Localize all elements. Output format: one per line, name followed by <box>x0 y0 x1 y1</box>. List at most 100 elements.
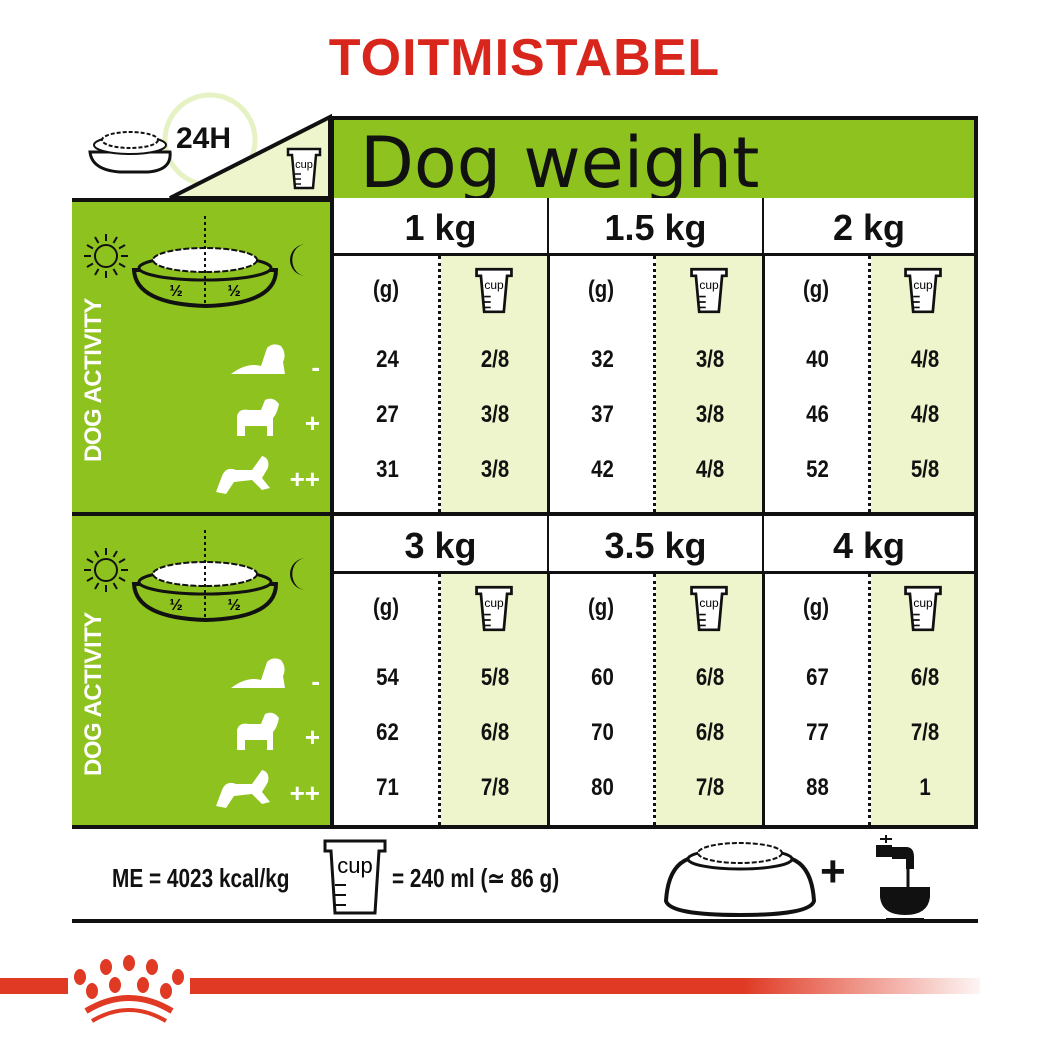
dog-weight-header: Dog weight <box>330 116 978 204</box>
activity-level: + <box>304 408 320 438</box>
weight-header: 3.5 kg <box>549 516 762 574</box>
food-bowl-clock-icon <box>88 92 332 200</box>
grams-column: (g) <box>764 574 871 825</box>
cups-value: 3/8 <box>480 401 510 428</box>
weight-column: (g) cup 3.5 kg 60 6/8 70 6/8 80 7/8 <box>549 516 765 825</box>
grams-header: (g) <box>587 594 615 621</box>
cups-value: 1 <box>919 774 931 801</box>
grams-value: 77 <box>806 719 829 746</box>
grams-value: 32 <box>591 346 614 373</box>
cups-value: 3/8 <box>695 401 725 428</box>
weight-column: (g) cup 1.5 kg 32 3/8 37 3/8 42 4/8 <box>549 198 765 512</box>
svg-text:½: ½ <box>169 597 182 614</box>
grams-header: (g) <box>802 276 830 303</box>
svg-text:½: ½ <box>227 597 240 614</box>
cups-column: cup <box>441 256 547 512</box>
grams-column: (g) <box>334 574 441 825</box>
measuring-cup-icon: cup <box>689 266 729 319</box>
svg-text:cup: cup <box>484 596 504 610</box>
measuring-cup-icon: cup <box>474 584 514 637</box>
grams-value: 40 <box>806 346 829 373</box>
weight-header: 4 kg <box>764 516 974 574</box>
grams-column: (g) <box>549 574 656 825</box>
activity-level: - <box>311 352 320 382</box>
weight-header: 3 kg <box>334 516 547 574</box>
grams-value: 62 <box>376 719 399 746</box>
footer-info: ME = 4023 kcal/kg cup = 240 ml (≃ 86 g) … <box>72 825 978 923</box>
weight-table-block: (g) cup 1 kg 24 2/8 27 3/8 31 3/8 (g) cup 1… <box>330 198 978 512</box>
plus-sign: + <box>820 847 846 896</box>
dog-activity-panel: ½ ½ DOG ACTIVITY - + ++ <box>72 198 330 512</box>
cups-value: 7/8 <box>480 774 510 801</box>
dog-weight-title: Dog weight <box>360 122 760 204</box>
cups-value: 7/8 <box>695 774 725 801</box>
svg-text:cup: cup <box>699 596 719 610</box>
dog-lying-icon <box>231 658 285 688</box>
grams-value: 70 <box>591 719 614 746</box>
cups-value: 6/8 <box>910 664 940 691</box>
measuring-cup-icon: cup <box>474 266 514 319</box>
dog-running-icon <box>216 456 270 494</box>
24h-label: 24H <box>176 122 232 155</box>
measuring-cup-icon: cup <box>286 147 322 190</box>
dog-lying-icon <box>231 344 285 374</box>
grams-value: 80 <box>591 774 614 801</box>
grams-value: 27 <box>376 401 399 428</box>
dog-activity-label: DOG ACTIVITY <box>80 612 107 776</box>
page-title: TOITMISTABEL <box>328 29 721 87</box>
grams-value: 67 <box>806 664 829 691</box>
cups-value: 3/8 <box>480 456 510 483</box>
activity-level: ++ <box>289 464 320 494</box>
grams-value: 24 <box>376 346 399 373</box>
cups-column: cup <box>656 256 762 512</box>
cups-column: cup <box>871 256 974 512</box>
weight-column: (g) cup 4 kg 67 6/8 77 7/8 88 1 <box>764 516 974 825</box>
weight-column: (g) cup 1 kg 24 2/8 27 3/8 31 3/8 <box>334 198 550 512</box>
grams-value: 60 <box>591 664 614 691</box>
cups-value: 6/8 <box>695 664 725 691</box>
svg-text:cup: cup <box>913 596 933 610</box>
cups-value: 3/8 <box>695 346 725 373</box>
bowl-day-night-icon: ½ ½ <box>84 216 306 309</box>
cups-value: 4/8 <box>695 456 725 483</box>
energy-value: ME = 4023 kcal/kg <box>112 863 290 893</box>
weight-column: (g) cup 2 kg 40 4/8 46 4/8 52 5/8 <box>764 198 974 512</box>
svg-text:cup: cup <box>913 278 933 292</box>
cups-value: 7/8 <box>910 719 940 746</box>
cups-value: 4/8 <box>910 346 940 373</box>
measuring-cup-icon: cup <box>903 266 943 319</box>
cups-value: 6/8 <box>695 719 725 746</box>
water-tap-icon <box>876 835 930 920</box>
measuring-cup-icon: cup <box>323 839 387 915</box>
grams-header: (g) <box>372 594 400 621</box>
grams-value: 71 <box>376 774 399 801</box>
dog-activity-panel: ½ ½ DOG ACTIVITY - + ++ <box>72 512 330 825</box>
svg-text:cup: cup <box>699 278 719 292</box>
weight-column: (g) cup 3 kg 54 5/8 62 6/8 71 7/8 <box>334 516 550 825</box>
food-bowl-icon <box>663 842 817 917</box>
royal-canin-crown-logo <box>68 955 190 1025</box>
cups-column: cup <box>441 574 547 825</box>
cups-value: 5/8 <box>910 456 940 483</box>
bowl-day-night-icon: ½ ½ <box>84 530 306 623</box>
grams-column: (g) <box>764 256 871 512</box>
cups-value: 4/8 <box>910 401 940 428</box>
measuring-cup-icon: cup <box>689 584 729 637</box>
dog-activity-label: DOG ACTIVITY <box>80 298 107 462</box>
svg-text:cup: cup <box>337 853 372 878</box>
cups-column: cup <box>656 574 762 825</box>
cups-value: 2/8 <box>480 346 510 373</box>
grams-value: 54 <box>376 664 399 691</box>
svg-text:cup: cup <box>295 159 313 171</box>
grams-column: (g) <box>549 256 656 512</box>
grams-column: (g) <box>334 256 441 512</box>
grams-value: 31 <box>376 456 399 483</box>
cups-column: cup <box>871 574 974 825</box>
weight-header: 2 kg <box>764 198 974 256</box>
grams-value: 42 <box>591 456 614 483</box>
measuring-cup-icon: cup <box>903 584 943 637</box>
dog-standing-icon <box>237 398 279 436</box>
brand-line-left <box>0 978 72 994</box>
cups-value: 6/8 <box>480 719 510 746</box>
grams-value: 52 <box>806 456 829 483</box>
